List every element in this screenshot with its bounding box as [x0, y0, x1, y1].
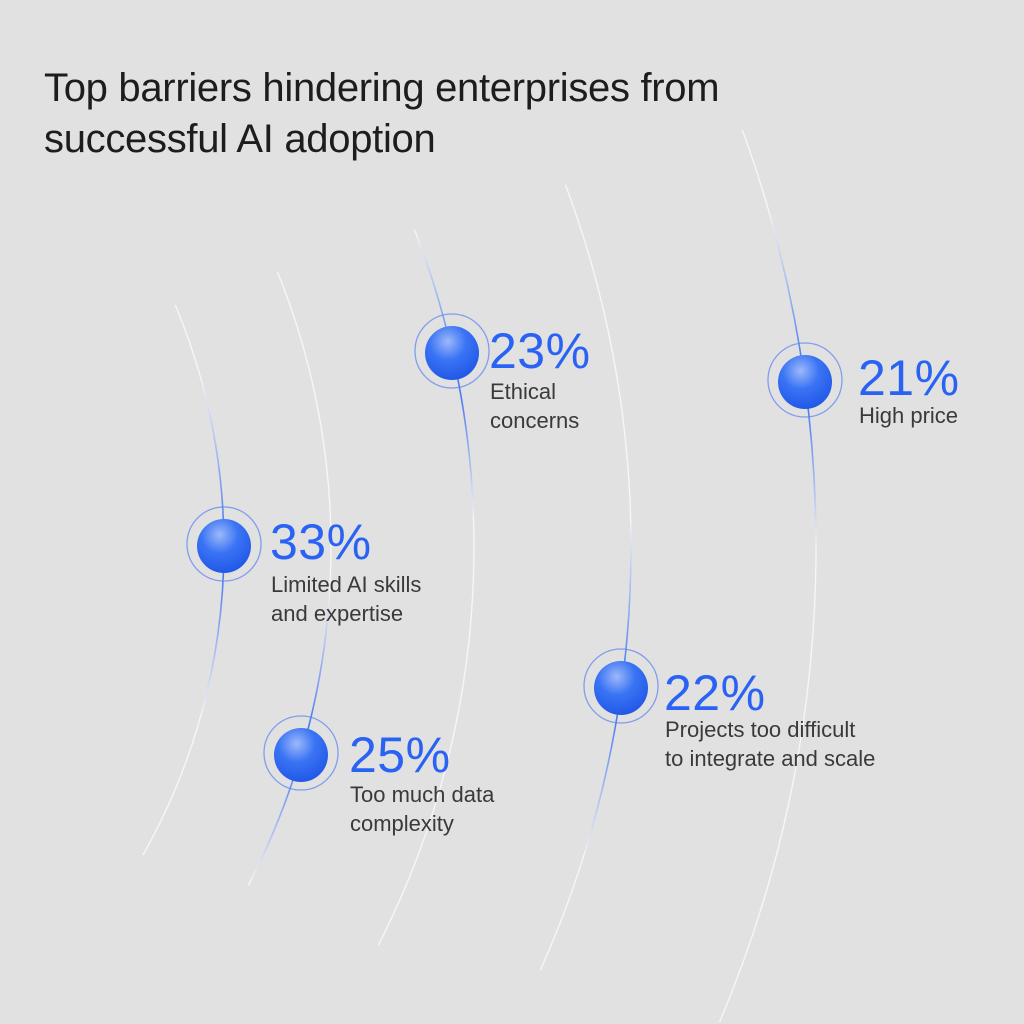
data-sphere	[594, 661, 648, 715]
data-sphere	[197, 519, 251, 573]
orbit-ring	[414, 313, 490, 389]
orbit-ring	[767, 342, 843, 418]
data-sphere	[778, 355, 832, 409]
guide-arc	[718, 129, 817, 1023]
orbit-ring	[186, 506, 262, 582]
data-sphere	[274, 728, 328, 782]
orbit-ring	[263, 715, 339, 791]
orbit-ring	[583, 648, 659, 724]
guide-arc	[247, 271, 332, 886]
data-sphere	[425, 326, 479, 380]
page-title: Top barriers hindering enterprises from …	[44, 65, 720, 161]
guide-arc	[142, 304, 225, 856]
